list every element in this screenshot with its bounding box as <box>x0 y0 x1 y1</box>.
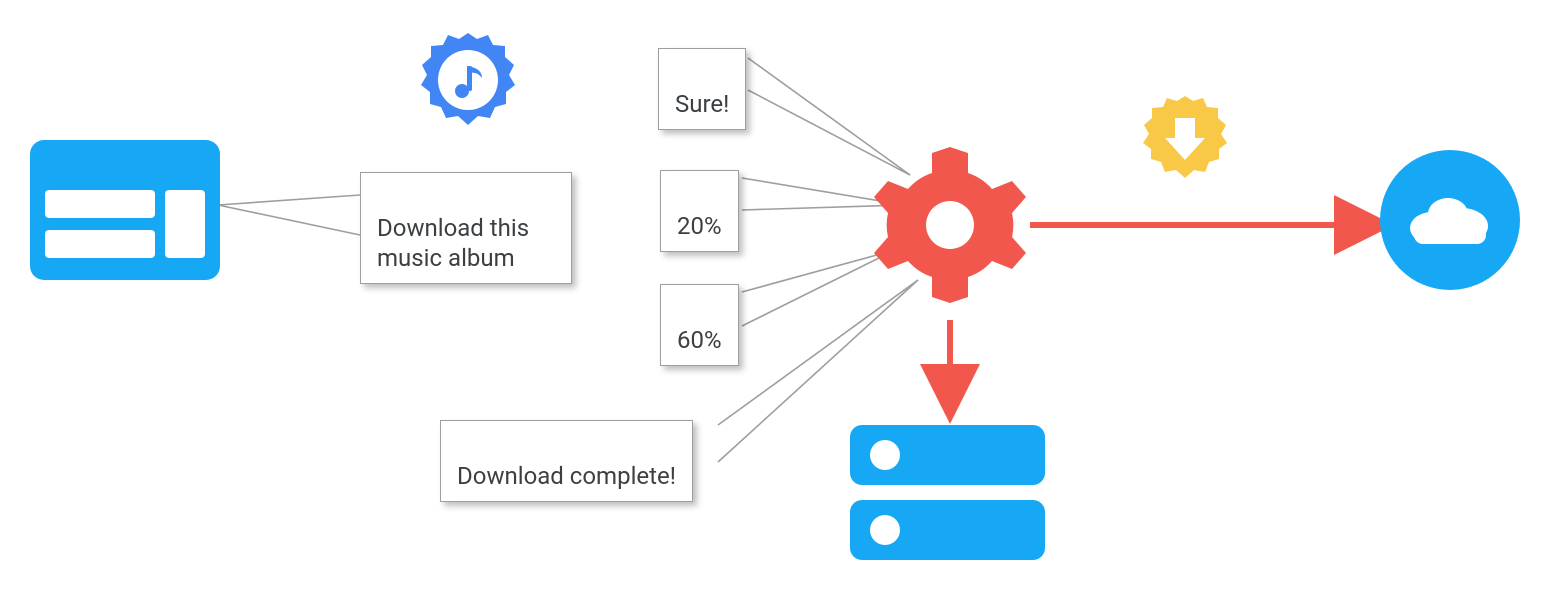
music-badge-icon <box>421 33 515 125</box>
callout-20pct-text: 20% <box>677 212 722 240</box>
diagram-stage: Download this music album Sure! 20% 60% … <box>0 0 1550 600</box>
ui-client-icon <box>30 140 220 280</box>
callout-60pct-text: 60% <box>677 326 722 354</box>
callout-request-text: Download this music album <box>377 214 529 272</box>
callout-complete-text: Download complete! <box>457 462 676 490</box>
callout-sure-text: Sure! <box>675 90 729 118</box>
callout-60pct: 60% <box>660 284 739 366</box>
callout-complete: Download complete! <box>440 420 693 502</box>
cloud-icon <box>1380 150 1520 290</box>
callout-request: Download this music album <box>360 172 572 284</box>
storage-icon <box>850 425 1045 560</box>
callout-sure: Sure! <box>658 48 746 130</box>
connector-layer <box>0 0 1550 600</box>
download-badge-icon <box>1143 96 1227 178</box>
gear-icon <box>874 147 1026 303</box>
callout-20pct: 20% <box>660 170 739 252</box>
